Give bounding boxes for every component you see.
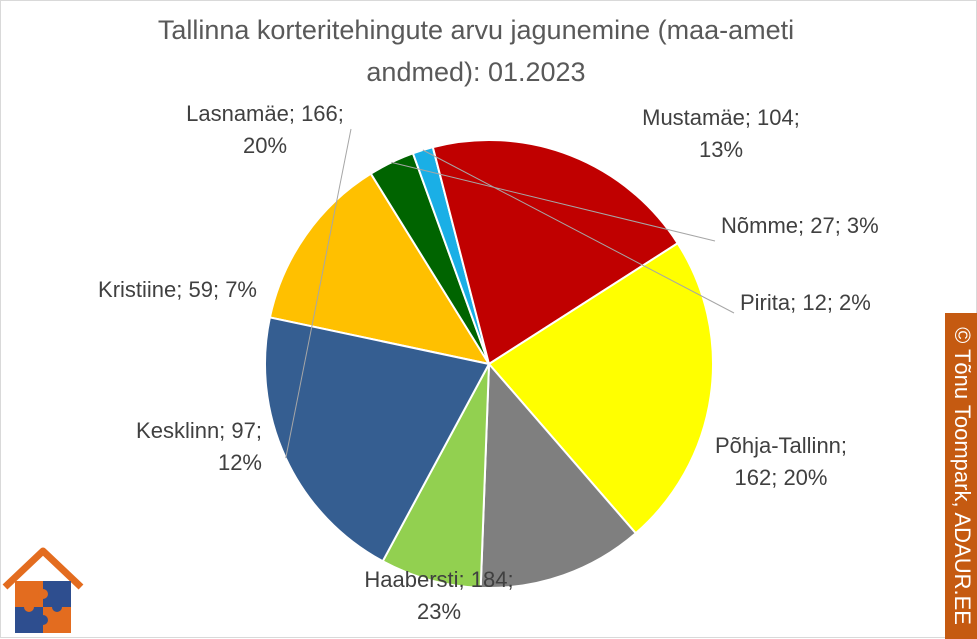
data-label-p-hja-tallinn: Põhja-Tallinn; 162; 20% (715, 433, 847, 490)
data-label-pirita: Pirita; 12; 2% (740, 290, 871, 315)
data-label-lasnam-e: Lasnamäe; 166; 20% (186, 101, 344, 158)
data-label-mustam-e: Mustamäe; 104; 13% (642, 105, 800, 162)
leader-line (285, 128, 352, 459)
credit-text: © Tõnu Toompark, ADAUR.EE (950, 327, 975, 625)
credit-strip (945, 313, 977, 639)
leader-line (391, 161, 716, 242)
leader-line (422, 149, 735, 314)
data-label-haabersti: Haabersti; 184; 23% (364, 567, 513, 624)
house-puzzle-logo-icon (2, 547, 84, 633)
pie-slice-kesklinn (479, 361, 638, 589)
pie-slice-haabersti (487, 241, 714, 535)
data-label-n-mme: Nõmme; 27; 3% (721, 213, 879, 238)
pie-slice-mustam-e (268, 172, 492, 366)
chart-title-line-1: Tallinna korteritehingute arvu jagunemin… (157, 15, 795, 45)
pie-slice-p-hja-tallinn (431, 139, 680, 366)
pie-slice-kristiine (381, 363, 490, 589)
data-label-kristiine: Kristiine; 59; 7% (98, 277, 257, 302)
data-label-kesklinn: Kesklinn; 97; 12% (136, 418, 262, 475)
chart-title-line-2: andmed): 01.2023 (366, 57, 586, 87)
